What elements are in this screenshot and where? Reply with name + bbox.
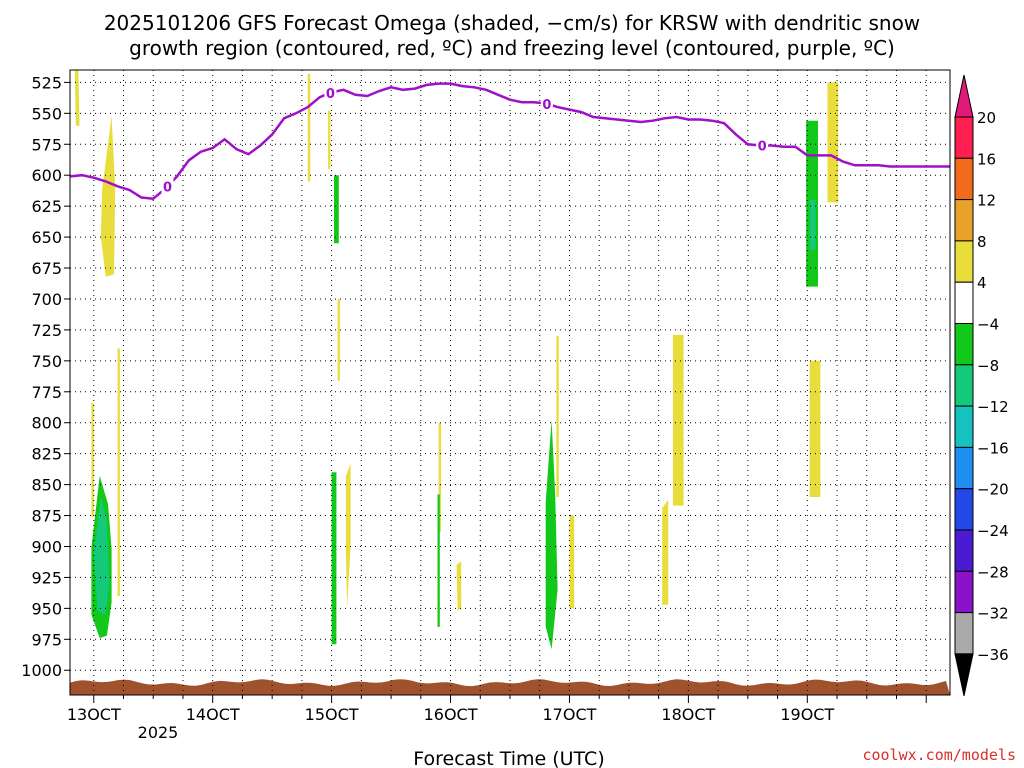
omega-region-4: [556, 336, 559, 497]
omega-region-neg4: [545, 420, 558, 650]
colorbar-swatch: [954, 281, 974, 325]
credit-text: coolwx.com/models: [862, 746, 1016, 764]
x-tick-label: 16OCT: [424, 705, 478, 724]
omega-region-4: [337, 299, 340, 381]
colorbar-label: −16: [977, 439, 1009, 457]
colorbar-swatch: [954, 570, 974, 614]
contour-label: 0: [326, 87, 335, 102]
y-tick-label: 825: [31, 445, 62, 464]
colorbar-label: 12: [977, 192, 996, 210]
y-axis-ticks: 525 550 575 600 625 650 675 700 725 750 775 800 825 8…: [21, 73, 70, 680]
y-tick-label: 650: [31, 228, 62, 247]
y-tick-label: 725: [31, 321, 62, 340]
y-tick-label: 975: [31, 630, 62, 649]
omega-region-neg4: [437, 494, 440, 627]
colorbar-top-arrow: [954, 74, 974, 118]
colorbar-bottom-arrow: [954, 653, 974, 697]
colorbar-label: −8: [977, 357, 999, 375]
colorbar-label: −12: [977, 398, 1009, 416]
contour-label-bg: [756, 137, 769, 154]
colorbar-swatch: [954, 612, 974, 655]
contour-label-bg: [161, 178, 174, 195]
y-tick-label: 775: [31, 383, 62, 402]
freezing-level-line: [70, 82, 950, 200]
omega-region-neg4: [334, 175, 339, 244]
y-tick-label: 525: [31, 73, 62, 92]
y-tick-label: 800: [31, 414, 62, 433]
x-axis-title: Forecast Time (UTC): [413, 748, 604, 768]
omega-region-4: [345, 463, 351, 609]
omega-region-4: [328, 110, 331, 169]
y-tick-label: 575: [31, 135, 62, 154]
colorbar-label: −4: [977, 316, 999, 334]
contour-label: 0: [542, 98, 551, 113]
x-axis-ticks: 13OCT 14OCT 15OCT 16OCT 17OCT 18OCT 19OCT: [67, 695, 927, 724]
x-tick-label: 18OCT: [661, 705, 715, 724]
y-tick-label: 900: [31, 537, 62, 556]
omega-region-neg8: [809, 200, 816, 250]
y-tick-label: 850: [31, 476, 62, 495]
y-tick-label: 1000: [21, 661, 62, 680]
chart-title-line-2: growth region (contoured, red, ºC) and f…: [129, 36, 895, 60]
colorbar-swatch: [954, 529, 974, 572]
y-tick-label: 875: [31, 507, 62, 526]
omega-region-4: [809, 360, 821, 497]
plot-area: 0 0 0 0: [69, 69, 951, 696]
omega-region-neg8: [93, 497, 110, 615]
omega-region-neg4: [331, 472, 337, 645]
colorbar-swatch: [954, 446, 974, 490]
x-tick-label: 15OCT: [305, 705, 359, 724]
colorbar-swatch: [954, 157, 974, 201]
x-year-label: 2025: [138, 723, 179, 742]
contour-label-bg: [324, 84, 337, 101]
omega-region-4: [74, 70, 80, 126]
omega-region-4: [662, 499, 669, 605]
colorbar-swatch: [954, 488, 974, 531]
colorbar-swatch: [954, 405, 974, 448]
colorbar-label: 8: [977, 233, 987, 251]
plot-inner: 0 0 0 0: [70, 70, 950, 695]
omega-region-4: [672, 334, 684, 506]
omega-region-4: [569, 515, 575, 609]
y-tick-label: 750: [31, 352, 62, 371]
colorbar-label: 20: [977, 109, 996, 127]
colorbar-swatch: [954, 199, 974, 242]
y-tick-label: 600: [31, 166, 62, 185]
omega-region-4: [827, 82, 839, 203]
x-tick-label: 14OCT: [186, 705, 240, 724]
x-tick-label: 19OCT: [780, 705, 834, 724]
x-tick-label: 13OCT: [67, 705, 121, 724]
y-tick-label: 950: [31, 599, 62, 618]
omega-region-4: [91, 402, 94, 517]
contour-label: 0: [758, 139, 767, 154]
contour-label: 0: [163, 180, 172, 195]
y-tick-label: 925: [31, 568, 62, 587]
y-tick-label: 550: [31, 104, 62, 123]
omega-region-4: [307, 73, 311, 182]
colorbar: 20 16 12 8 4 −4 −8 −12 −16 −20 −24 −28 −32 −36: [954, 74, 1009, 697]
colorbar-label: 16: [977, 150, 996, 168]
omega-region-4: [117, 348, 120, 596]
colorbar-label: −36: [977, 646, 1009, 664]
colorbar-swatch: [954, 116, 974, 159]
colorbar-label: −32: [977, 605, 1009, 623]
colorbar-label: −24: [977, 522, 1009, 540]
colorbar-label: −20: [977, 481, 1009, 499]
x-tick-label: 17OCT: [543, 705, 597, 724]
colorbar-swatch: [954, 323, 974, 366]
colorbar-label: 4: [977, 274, 987, 292]
ground-band: [70, 679, 950, 695]
colorbar-label: −28: [977, 563, 1009, 581]
y-tick-label: 675: [31, 259, 62, 278]
chart-title-line-1: 2025101206 GFS Forecast Omega (shaded, −…: [104, 11, 920, 35]
colorbar-swatch: [954, 364, 974, 407]
y-tick-label: 625: [31, 197, 62, 216]
contour-label-bg: [540, 95, 553, 112]
omega-region-4: [456, 561, 462, 611]
colorbar-swatch: [954, 240, 974, 283]
omega-region-4: [100, 115, 116, 277]
y-tick-label: 700: [31, 290, 62, 309]
